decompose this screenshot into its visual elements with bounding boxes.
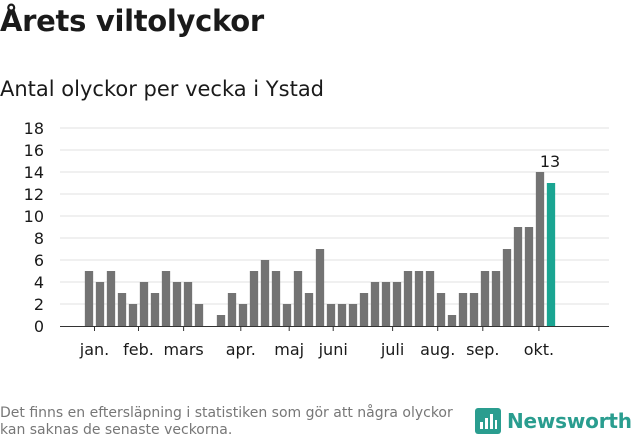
bar xyxy=(161,271,171,326)
bar xyxy=(524,227,534,326)
bar xyxy=(271,271,281,326)
x-tick-label: juli xyxy=(380,340,404,359)
x-axis: jan. feb. mars apr. maj juni juli aug. sep. okt. xyxy=(60,326,609,359)
bar xyxy=(216,315,226,326)
bar xyxy=(117,293,127,326)
footnote: Det finns en eftersläpning i statistiken… xyxy=(0,405,453,438)
y-tick-label: 12 xyxy=(24,185,44,204)
chart-subtitle: Antal olyckor per vecka i Ystad xyxy=(0,77,325,101)
bar xyxy=(326,304,336,326)
x-tick-label: mars xyxy=(163,340,203,359)
bar xyxy=(414,271,424,326)
bar xyxy=(491,271,501,326)
bar xyxy=(249,271,259,326)
bar xyxy=(238,304,248,326)
bar xyxy=(458,293,468,326)
newsworthy-logo-icon xyxy=(475,408,501,434)
bar xyxy=(315,249,325,326)
y-tick-label: 6 xyxy=(34,251,44,270)
x-tick-label: sep. xyxy=(466,340,499,359)
x-tick-label: aug. xyxy=(420,340,455,359)
bar xyxy=(282,304,292,326)
data-label: 13 xyxy=(540,152,560,171)
bar xyxy=(447,315,457,326)
bar xyxy=(139,282,149,326)
bar xyxy=(337,304,347,326)
bar xyxy=(227,293,237,326)
bar xyxy=(84,271,94,326)
bar xyxy=(392,282,402,326)
grid-lines xyxy=(60,127,609,305)
chart-title: Årets viltolyckor xyxy=(0,4,264,38)
bar xyxy=(513,227,523,326)
x-tick-label: feb. xyxy=(123,340,154,359)
bar xyxy=(436,293,446,326)
bar xyxy=(304,293,314,326)
y-tick-label: 2 xyxy=(34,295,44,314)
bar xyxy=(535,172,545,326)
data-labels: 13 xyxy=(540,152,560,171)
bar xyxy=(194,304,204,326)
bars xyxy=(84,172,556,326)
bar xyxy=(293,271,303,326)
bar xyxy=(183,282,193,326)
x-tick-label: maj xyxy=(274,340,304,359)
bar xyxy=(106,271,116,326)
bar xyxy=(480,271,490,326)
x-tick-label: apr. xyxy=(226,340,256,359)
y-tick-label: 0 xyxy=(34,317,44,336)
y-tick-label: 16 xyxy=(24,141,44,160)
bar-highlight xyxy=(546,183,556,326)
bar xyxy=(172,282,182,326)
brand[interactable]: Newsworthy xyxy=(475,408,631,434)
bar xyxy=(348,304,358,326)
bar xyxy=(260,260,270,326)
y-tick-label: 10 xyxy=(24,207,44,226)
bar xyxy=(502,249,512,326)
bar xyxy=(403,271,413,326)
bar xyxy=(381,282,391,326)
y-axis-ticks: 0 2 4 6 8 10 12 14 16 18 xyxy=(24,119,44,336)
y-tick-label: 8 xyxy=(34,229,44,248)
y-tick-label: 14 xyxy=(24,163,44,182)
bar xyxy=(128,304,138,326)
x-tick-label: jan. xyxy=(79,340,109,359)
x-tick-label: okt. xyxy=(524,340,554,359)
bar xyxy=(95,282,105,326)
bar xyxy=(359,293,369,326)
x-tick-label: juni xyxy=(318,340,348,359)
bar xyxy=(150,293,160,326)
bar xyxy=(469,293,479,326)
bar xyxy=(370,282,380,326)
bar xyxy=(425,271,435,326)
brand-name: Newsworthy xyxy=(507,409,631,433)
y-tick-label: 4 xyxy=(34,273,44,292)
y-tick-label: 18 xyxy=(24,119,44,138)
